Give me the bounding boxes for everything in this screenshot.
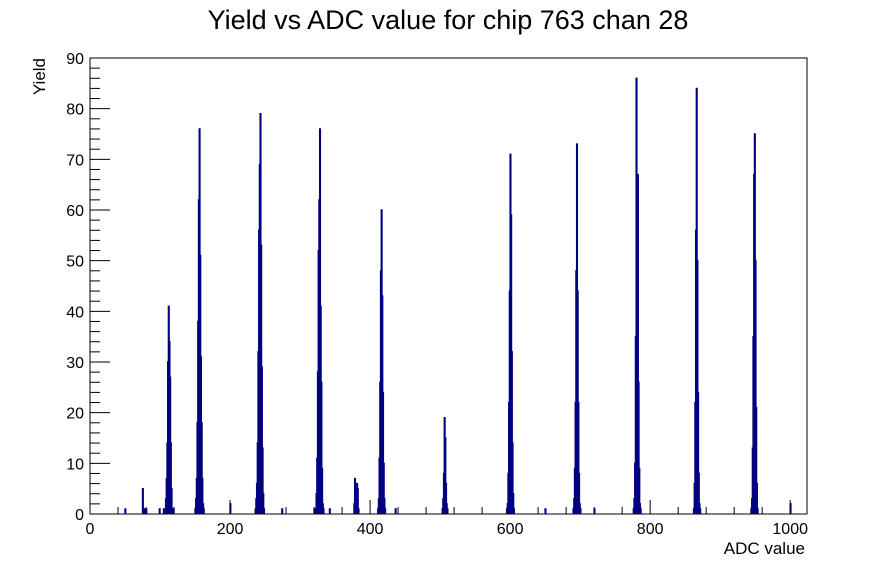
- histogram-bin: [124, 508, 127, 514]
- histogram-bin: [172, 508, 175, 514]
- histogram-bin: [202, 508, 205, 514]
- histogram-bin: [579, 508, 582, 514]
- histogram-bin: [322, 508, 325, 514]
- y-axis-label: Yield: [30, 58, 49, 95]
- x-tick-label: 200: [217, 521, 244, 538]
- histogram-bins: [124, 77, 792, 514]
- histogram-bin: [789, 503, 792, 514]
- histogram-bin: [446, 508, 449, 514]
- histogram-bin: [637, 381, 640, 514]
- y-tick-label: 20: [66, 406, 84, 423]
- histogram-bin: [169, 442, 172, 514]
- histogram-bin: [512, 493, 515, 514]
- y-tick-label: 80: [66, 102, 84, 119]
- histogram-bin: [636, 173, 639, 514]
- histogram-bin: [281, 508, 284, 514]
- histogram-bin: [394, 508, 397, 514]
- histogram-bin: [262, 493, 265, 514]
- histogram-bin: [381, 391, 385, 514]
- histogram-bin: [170, 487, 173, 514]
- histogram-bin: [511, 442, 514, 514]
- x-tick-label: 800: [637, 521, 664, 538]
- x-axis-label: ADC value: [724, 539, 805, 558]
- histogram-bin: [697, 472, 700, 514]
- histogram-bin: [755, 482, 758, 514]
- histogram-bin: [200, 422, 203, 514]
- y-tick-label: 40: [66, 304, 84, 321]
- histogram-bin: [754, 259, 757, 514]
- histogram-bin: [382, 462, 385, 514]
- histogram-bin: [321, 467, 324, 514]
- x-tick-label: 600: [497, 521, 524, 538]
- x-tick-label: 0: [86, 521, 95, 538]
- histogram-bin: [260, 366, 263, 514]
- histogram-bin: [544, 508, 547, 514]
- histogram-bin: [328, 508, 331, 514]
- histogram-bin: [261, 447, 264, 514]
- histogram-bin: [158, 508, 161, 514]
- histogram-bin: [593, 508, 596, 514]
- y-tick-label: 60: [66, 203, 84, 220]
- histogram-bin: [320, 381, 323, 514]
- histogram-bin: [444, 437, 447, 514]
- y-tick-label: 30: [66, 355, 84, 372]
- y-tick-label: 0: [75, 507, 84, 524]
- histogram-bin: [638, 467, 641, 514]
- histogram-bin: [262, 508, 266, 514]
- histogram-bin: [162, 508, 165, 514]
- histogram-bin: [755, 406, 758, 514]
- histogram-bin: [383, 498, 386, 514]
- x-tick-label: 1000: [772, 521, 808, 538]
- y-tick-label: 70: [66, 152, 84, 169]
- histogram-bin: [357, 508, 360, 514]
- y-axis: 0 10 20 30 40 50 60 70 80 90: [66, 51, 110, 524]
- histogram-bin: [699, 508, 702, 514]
- histogram-bin: [697, 391, 700, 514]
- plot-frame: [89, 57, 808, 515]
- histogram-bin: [356, 487, 359, 514]
- histogram-bin: [141, 487, 144, 514]
- histogram-bin: [143, 508, 147, 514]
- histogram-bin: [577, 401, 580, 514]
- histogram-bin: [142, 508, 145, 514]
- x-tick-label: 400: [357, 521, 384, 538]
- histogram-bin: [756, 508, 759, 514]
- histogram-bin: [512, 508, 516, 514]
- histogram-bin: [145, 508, 148, 514]
- histogram-bin: [578, 472, 581, 514]
- histogram-bin: [696, 259, 699, 514]
- histogram-bin: [444, 482, 448, 514]
- histogram-bin: [510, 351, 513, 514]
- histogram-bin: [229, 503, 232, 514]
- y-tick-label: 50: [66, 254, 84, 271]
- x-axis: 0 200 400 600 800 1000: [86, 500, 808, 538]
- histogram-bin: [201, 477, 204, 514]
- y-tick-label: 10: [66, 456, 84, 473]
- histogram-bin: [313, 508, 316, 514]
- chart-title: Yield vs ADC value for chip 763 chan 28: [208, 5, 689, 35]
- histogram-bin: [639, 508, 642, 514]
- histogram-bin: [171, 508, 174, 514]
- y-tick-label: 90: [66, 51, 84, 68]
- histogram-bin: [384, 508, 387, 514]
